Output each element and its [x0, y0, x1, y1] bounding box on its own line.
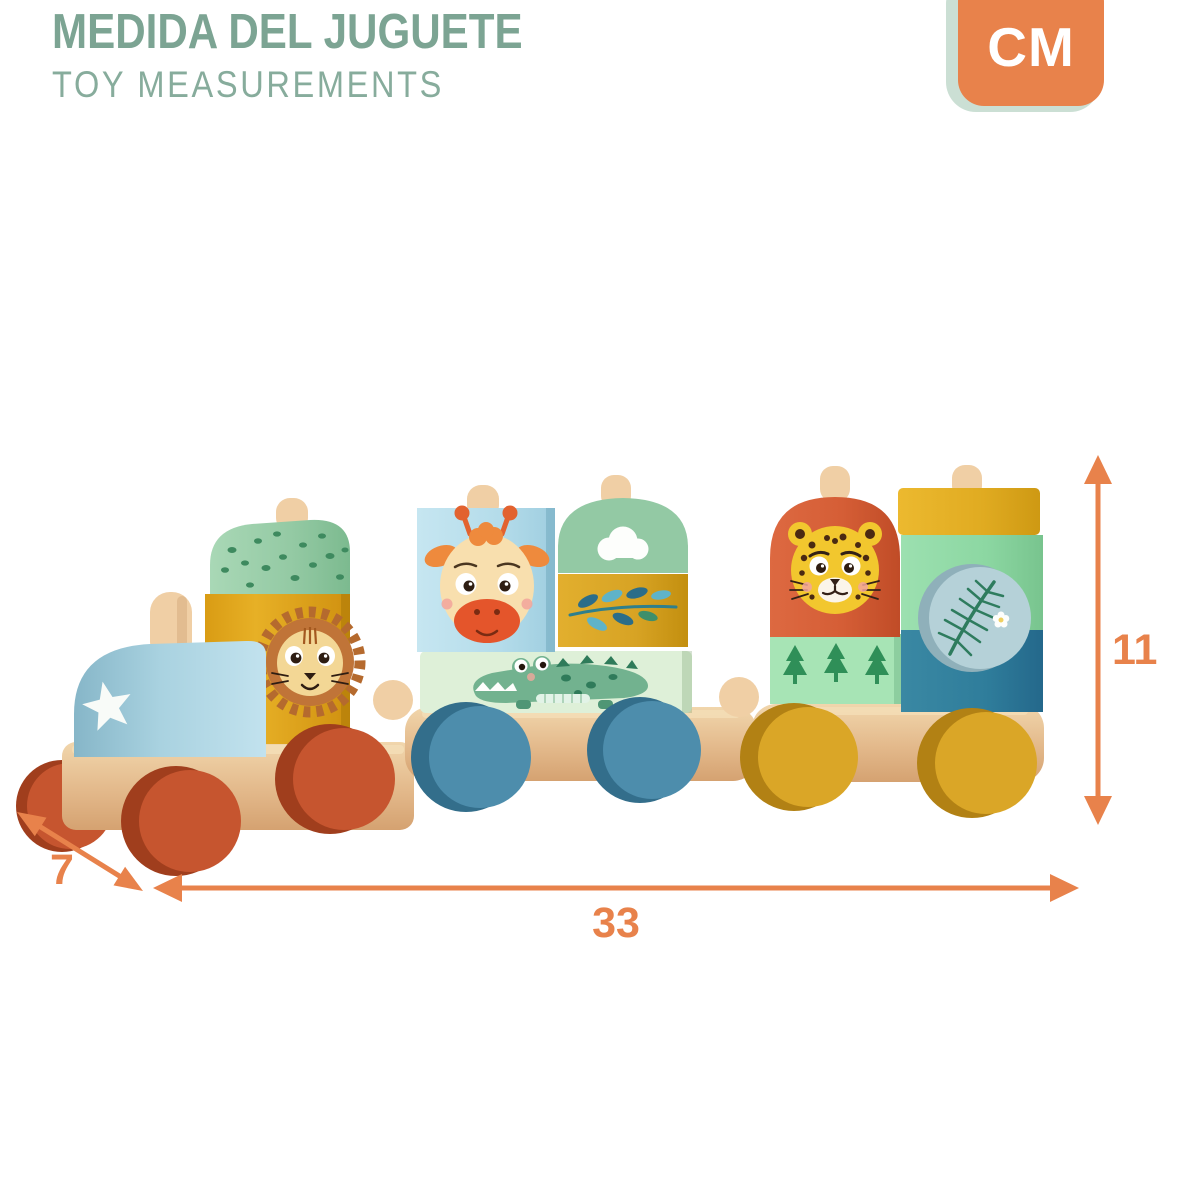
unit-badge-label: CM [987, 16, 1075, 78]
train-middle-car [373, 475, 757, 812]
middle-wheel [587, 697, 701, 803]
lion-block [205, 594, 366, 744]
cloud-arch-block [558, 475, 688, 573]
engine-cab [74, 640, 266, 757]
depth-dimension-arrow [17, 812, 143, 891]
star-icon [82, 681, 131, 731]
speckled-roof-block [210, 498, 350, 594]
train-end-car [719, 465, 1044, 818]
page-title: MEDIDA DEL JUGUETE [52, 5, 523, 59]
coupling-knob [719, 677, 759, 717]
end-wheel [917, 708, 1037, 818]
giraffe-face-icon [424, 505, 550, 643]
leaf-branch-icon [568, 587, 678, 631]
height-dimension-arrow [1084, 455, 1112, 825]
height-dimension-label: 11 [1112, 626, 1157, 674]
dimension-annotations: 33 11 7 [17, 455, 1157, 947]
leopard-arch-block [770, 466, 900, 637]
length-dimension-label: 33 [592, 899, 640, 947]
lion-face-icon [254, 606, 366, 718]
middle-wheel [411, 702, 531, 812]
palm-leaf-icon [937, 579, 1005, 657]
end-wheel [740, 703, 858, 811]
engine-wheel [121, 766, 241, 876]
palm-disc [918, 564, 1031, 672]
train-engine-car [16, 498, 414, 876]
crocodile-icon [473, 655, 649, 709]
pine-trees-icon [783, 643, 889, 684]
flower-icon [992, 611, 1010, 628]
cloud-icon [597, 526, 649, 561]
pine-trees-block [770, 634, 903, 704]
engine-wheel [275, 724, 395, 834]
unit-badge: CM [958, 0, 1104, 106]
page-subtitle: TOY MEASUREMENTS [52, 64, 445, 105]
length-dimension-arrow [153, 874, 1079, 902]
giraffe-block [417, 485, 555, 652]
yellow-roof-block [898, 465, 1040, 535]
crocodile-block [420, 651, 692, 713]
coupling-knob [373, 680, 413, 720]
leaf-block [558, 574, 688, 647]
roof-speckles [221, 531, 349, 588]
leopard-face-icon [788, 522, 882, 614]
depth-dimension-label: 7 [50, 846, 74, 894]
leopard-peg [820, 466, 850, 502]
